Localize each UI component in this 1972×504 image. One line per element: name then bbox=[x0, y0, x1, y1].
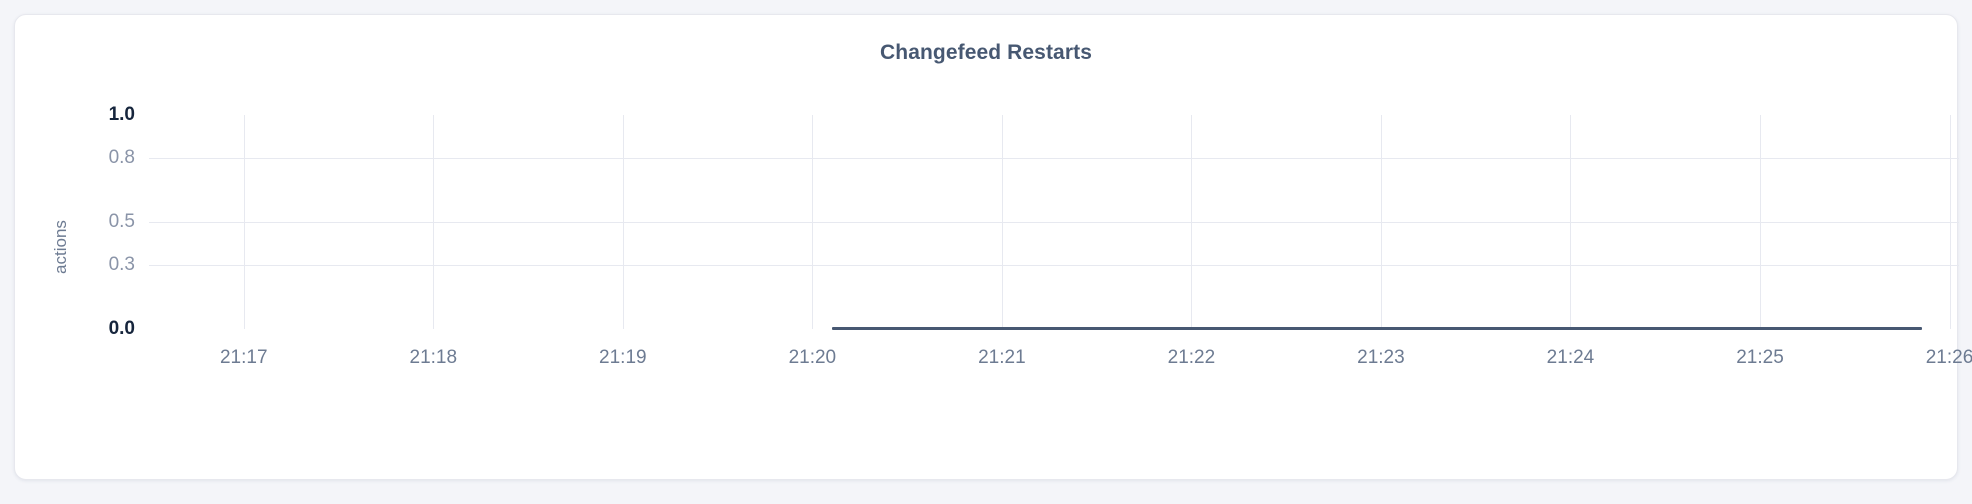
x-axis-tick-label: 21:17 bbox=[219, 347, 268, 368]
x-axis-tick-label: 21:18 bbox=[409, 347, 458, 368]
horizontal-gridline bbox=[149, 157, 1959, 159]
horizontal-gridline bbox=[149, 264, 1959, 266]
vertical-gridline bbox=[812, 115, 814, 329]
x-axis-tick-label: 21:25 bbox=[1736, 347, 1784, 368]
vertical-gridline bbox=[1759, 115, 1761, 329]
y-axis-tick-label: 0.3 bbox=[108, 253, 135, 275]
vertical-gridline bbox=[1191, 115, 1193, 329]
y-axis-tick-label: 0.5 bbox=[108, 211, 135, 232]
x-axis-tick-label: 21:19 bbox=[599, 347, 647, 368]
x-axis-tick-label: 21:22 bbox=[1167, 347, 1216, 368]
horizontal-gridline bbox=[149, 222, 1959, 223]
vertical-gridline bbox=[1949, 115, 1951, 329]
series-line bbox=[832, 327, 1922, 330]
y-axis-tick-label: 1.0 bbox=[108, 104, 135, 125]
x-axis-tick-label: 21:24 bbox=[1546, 347, 1595, 368]
vertical-gridline bbox=[433, 115, 435, 329]
y-axis-tick-label: 0.8 bbox=[108, 146, 135, 168]
x-axis-tick-label: 21:20 bbox=[788, 347, 837, 368]
y-axis-label: actions bbox=[51, 220, 70, 274]
vertical-gridline bbox=[1001, 115, 1003, 329]
vertical-gridline bbox=[622, 115, 624, 329]
chart-title: Changefeed Restarts bbox=[880, 41, 1092, 64]
vertical-gridline bbox=[1380, 115, 1382, 329]
vertical-gridline bbox=[1570, 115, 1572, 329]
y-axis-tick-label: 0.0 bbox=[108, 318, 135, 339]
x-axis-tick-label: 21:26 bbox=[1925, 347, 1972, 368]
x-axis-tick-label: 21:21 bbox=[978, 347, 1026, 368]
changefeed-restarts-chart-card: Changefeed Restarts actions 1.0 0.8 0.5 0.3… bbox=[14, 14, 1972, 480]
vertical-gridline bbox=[243, 115, 245, 329]
x-axis-tick-label: 21:23 bbox=[1357, 347, 1405, 368]
plot-area: 1.0 0.8 0.5 0.3 0.0 21:17 21:18 21:19 21:20 21:21… bbox=[109, 104, 1972, 368]
